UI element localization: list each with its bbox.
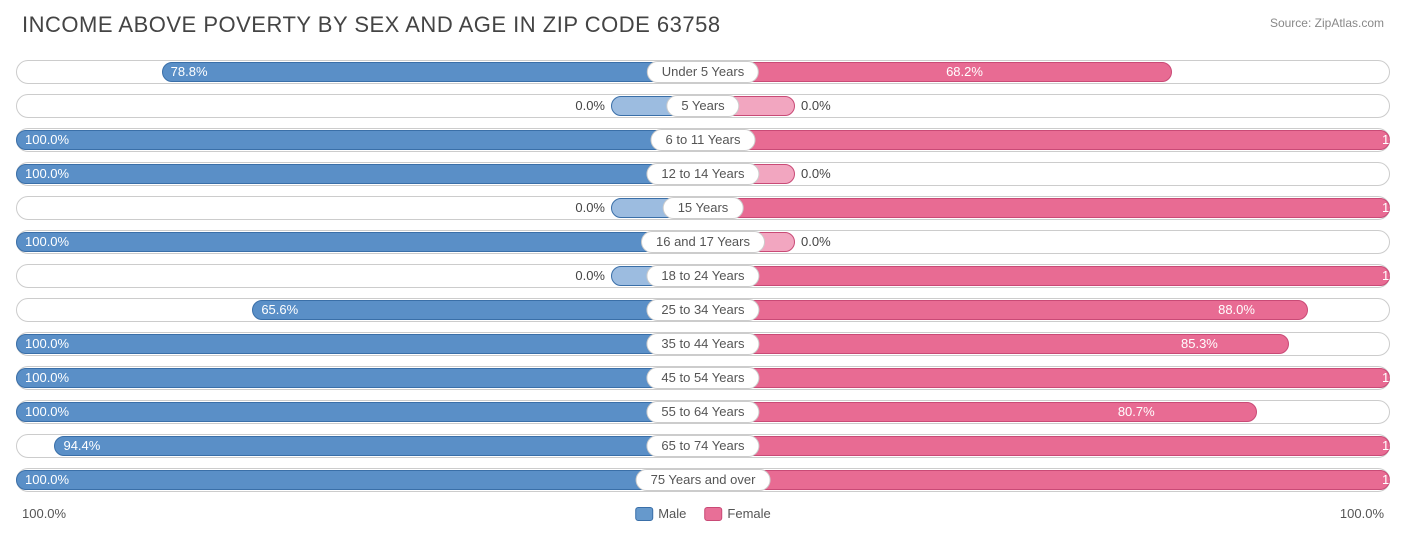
legend-male-swatch: [635, 507, 653, 521]
legend-female: Female: [704, 506, 770, 521]
male-bar: [16, 470, 703, 490]
male-bar: [16, 334, 703, 354]
male-value: 100.0%: [25, 129, 69, 151]
axis-left-label: 100.0%: [22, 506, 66, 521]
category-label: Under 5 Years: [647, 61, 759, 83]
female-bar: [703, 300, 1308, 320]
chart-row: 0.0% 0.0% 5 Years: [16, 94, 1390, 118]
category-label: 18 to 24 Years: [646, 265, 759, 287]
category-label: 25 to 34 Years: [646, 299, 759, 321]
chart-row: 78.8% 68.2% Under 5 Years: [16, 60, 1390, 84]
chart-row: 65.6% 88.0% 25 to 34 Years: [16, 298, 1390, 322]
chart-title: INCOME ABOVE POVERTY BY SEX AND AGE IN Z…: [22, 12, 721, 38]
category-label: 5 Years: [666, 95, 739, 117]
legend-female-swatch: [704, 507, 722, 521]
male-value: 0.0%: [575, 197, 605, 219]
category-label: 65 to 74 Years: [646, 435, 759, 457]
male-value: 100.0%: [25, 469, 69, 491]
category-label: 15 Years: [663, 197, 744, 219]
category-label: 35 to 44 Years: [646, 333, 759, 355]
male-value: 100.0%: [25, 401, 69, 423]
female-bar: [703, 266, 1390, 286]
female-value: 0.0%: [801, 231, 831, 253]
female-bar: [703, 130, 1390, 150]
male-bar: [162, 62, 703, 82]
female-value: 0.0%: [801, 95, 831, 117]
chart-row: 100.0%100.0%75 Years and over: [16, 468, 1390, 492]
female-value: 85.3%: [1181, 333, 1281, 355]
axis-right-label: 100.0%: [1340, 506, 1384, 521]
male-bar: [16, 164, 703, 184]
category-label: 12 to 14 Years: [646, 163, 759, 185]
category-label: 75 Years and over: [636, 469, 771, 491]
male-value: 94.4%: [63, 435, 100, 457]
diverging-bar-chart: 78.8% 68.2% Under 5 Years 0.0% 0.0% 5 Years 10…: [0, 46, 1406, 492]
female-value: 68.2%: [946, 61, 1163, 83]
male-value: 0.0%: [575, 265, 605, 287]
chart-row: 100.0% 80.7% 55 to 64 Years: [16, 400, 1390, 424]
male-value: 100.0%: [25, 333, 69, 355]
female-bar: [703, 198, 1390, 218]
chart-header: INCOME ABOVE POVERTY BY SEX AND AGE IN Z…: [0, 0, 1406, 46]
male-value: 0.0%: [575, 95, 605, 117]
category-label: 45 to 54 Years: [646, 367, 759, 389]
legend: Male Female: [635, 506, 771, 521]
male-bar: [16, 402, 703, 422]
legend-female-label: Female: [727, 506, 770, 521]
category-label: 16 and 17 Years: [641, 231, 765, 253]
chart-row: 100.0% 85.3% 35 to 44 Years: [16, 332, 1390, 356]
female-bar: [703, 368, 1390, 388]
male-bar: [16, 232, 703, 252]
female-bar: [703, 470, 1390, 490]
male-bar: [252, 300, 703, 320]
chart-source: Source: ZipAtlas.com: [1270, 16, 1384, 30]
male-bar: [54, 436, 703, 456]
male-bar: [16, 130, 703, 150]
male-value: 100.0%: [25, 163, 69, 185]
category-label: 6 to 11 Years: [651, 129, 756, 151]
legend-male-label: Male: [658, 506, 686, 521]
chart-row: 100.0% 0.0% 12 to 14 Years: [16, 162, 1390, 186]
female-value: 88.0%: [1218, 299, 1299, 321]
chart-row: 0.0%100.0%18 to 24 Years: [16, 264, 1390, 288]
chart-row: 0.0%100.0%15 Years: [16, 196, 1390, 220]
chart-row: 94.4%100.0%65 to 74 Years: [16, 434, 1390, 458]
chart-row: 100.0% 0.0% 16 and 17 Years: [16, 230, 1390, 254]
chart-row: 100.0%100.0%45 to 54 Years: [16, 366, 1390, 390]
category-label: 55 to 64 Years: [646, 401, 759, 423]
male-value: 65.6%: [261, 299, 298, 321]
chart-row: 100.0%100.0%6 to 11 Years: [16, 128, 1390, 152]
axis-legend-row: 100.0% Male Female 100.0%: [0, 502, 1406, 521]
male-value: 100.0%: [25, 367, 69, 389]
female-value: 80.7%: [1118, 401, 1250, 423]
male-bar: [16, 368, 703, 388]
male-value: 100.0%: [25, 231, 69, 253]
male-value: 78.8%: [171, 61, 208, 83]
legend-male: Male: [635, 506, 686, 521]
female-bar: [703, 436, 1390, 456]
female-value: 0.0%: [801, 163, 831, 185]
